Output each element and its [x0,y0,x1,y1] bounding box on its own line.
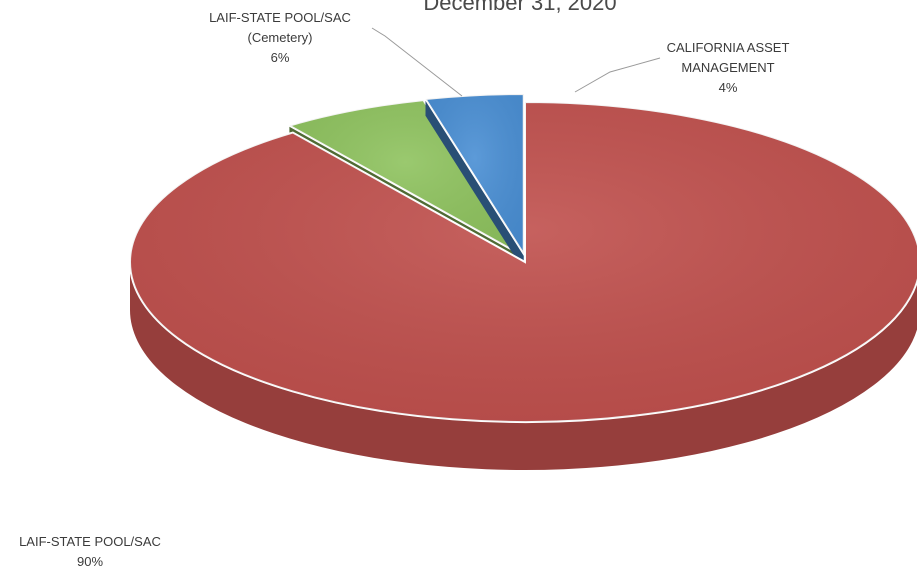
pie-slice-side [130,262,917,470]
pie-slice-shade [425,93,524,254]
pie-slice-shade [130,102,917,422]
slice-name-label: MANAGEMENT [681,60,774,75]
slice-name-label: CALIFORNIA ASSET [667,40,790,55]
slice-label: CALIFORNIA ASSET MANAGEMENT 4% [667,40,790,95]
slice-value-label: 6% [271,50,290,65]
pie-slice [423,92,525,271]
slice-label: LAIF-STATE POOL/SAC 90% [19,534,161,569]
slice-value-label: 4% [719,80,738,95]
slice-name-label: LAIF-STATE POOL/SAC [19,534,161,549]
leader-line [371,27,463,97]
slice-value-label: 90% [77,554,103,569]
leader-line [574,57,661,93]
slice-name-label: LAIF-STATE POOL/SAC [209,10,351,25]
pie-slices [129,92,917,470]
pie-slice [129,100,917,470]
pie-slice-shade [289,100,522,256]
chart-title: December 31, 2020 [423,0,616,15]
slice-labels: LAIF-STATE POOL/SAC 90% CALIFORNIA ASSET MA… [19,10,789,569]
pie-slice-edge [425,99,524,271]
slice-label: LAIF-STATE POOL/SAC (Cemetery) 6% [209,10,351,65]
slice-name-label: (Cemetery) [247,30,312,45]
